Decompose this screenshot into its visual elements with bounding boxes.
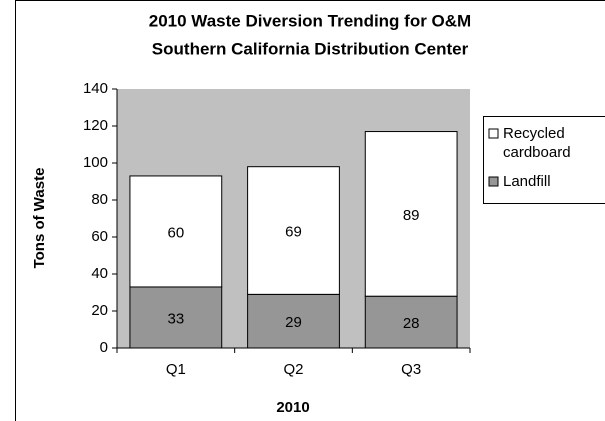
data-label: 29 [285,314,302,331]
bar-segment [129,286,223,349]
y-tick-label: 20 [91,302,108,319]
legend-swatch [488,176,499,187]
legend-swatch [488,128,499,139]
x-tick-label: Q3 [401,361,421,378]
legend-box [483,116,605,204]
y-tick-label: 60 [91,228,108,245]
y-tick-label: 40 [91,265,108,282]
data-label: 60 [167,224,184,241]
data-label: 28 [403,315,420,332]
data-label: 89 [403,207,420,224]
bar-segment [364,131,458,297]
bar-segment [129,175,223,288]
y-tick-label: 120 [83,117,108,134]
data-label: 69 [285,223,302,240]
bar-segment [247,293,340,349]
y-axis-title: Tons of Waste [31,168,48,269]
x-tick-label: Q2 [283,361,303,378]
y-tick-label: 80 [91,191,108,208]
chart-title: Southern California Distribution Center [152,39,469,58]
legend-label: Recycled cardboard [503,125,571,161]
bar-segment [247,166,340,295]
x-axis-title: 2010 [276,399,309,416]
y-tick-label: 0 [100,339,108,356]
x-tick-label: Q1 [166,361,186,378]
chart-title: 2010 Waste Diversion Trending for O&M [149,11,471,30]
legend-label: Landfill [503,173,551,190]
y-tick-label: 100 [83,154,108,171]
y-tick-label: 140 [83,80,108,97]
data-label: 33 [167,310,184,327]
